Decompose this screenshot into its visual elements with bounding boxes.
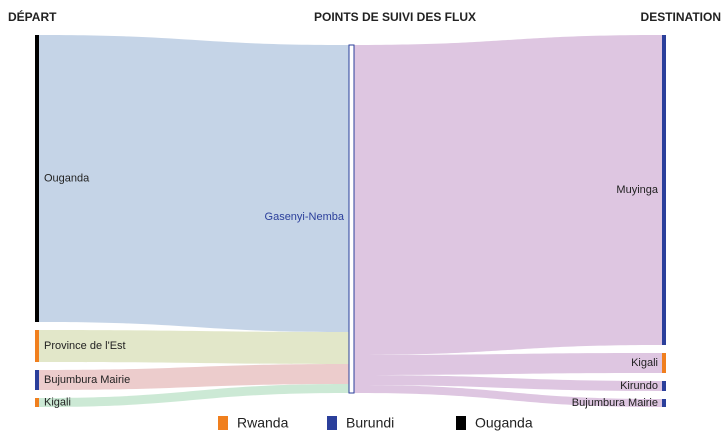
node-label: Ouganda [44,172,90,184]
flow-link [39,330,349,364]
node [35,398,39,407]
legend-label: Ouganda [475,415,533,431]
legend-swatch [456,416,466,430]
node [662,35,666,345]
flow-link [354,385,662,407]
node-label: Gasenyi-Nemba [265,211,345,223]
column-title: POINTS DE SUIVI DES FLUX [314,10,476,24]
node [35,370,39,390]
column-title: DÉPART [8,9,57,24]
column-title: DESTINATION [641,10,721,24]
node [35,35,39,322]
legend-swatch [218,416,228,430]
legend-label: Rwanda [237,415,289,431]
node-label: Kirundo [620,380,658,392]
flow-link [354,353,662,375]
node-label: Kigali [44,396,71,408]
flow-link [39,364,349,390]
node [35,330,39,362]
legend-swatch [327,416,337,430]
node-label: Muyinga [616,184,658,196]
legend-label: Burundi [346,415,394,431]
node [662,399,666,407]
node-label: Province de l'Est [44,340,126,352]
flow-link [354,375,662,391]
node [662,381,666,391]
flow-link [39,384,349,407]
node [348,44,355,394]
node-label: Kigali [631,357,658,369]
node-label: Bujumbura Mairie [44,374,130,386]
flow-link [39,35,349,332]
flow-link [354,35,662,355]
node-label: Bujumbura Mairie [572,397,658,409]
node [662,353,666,373]
